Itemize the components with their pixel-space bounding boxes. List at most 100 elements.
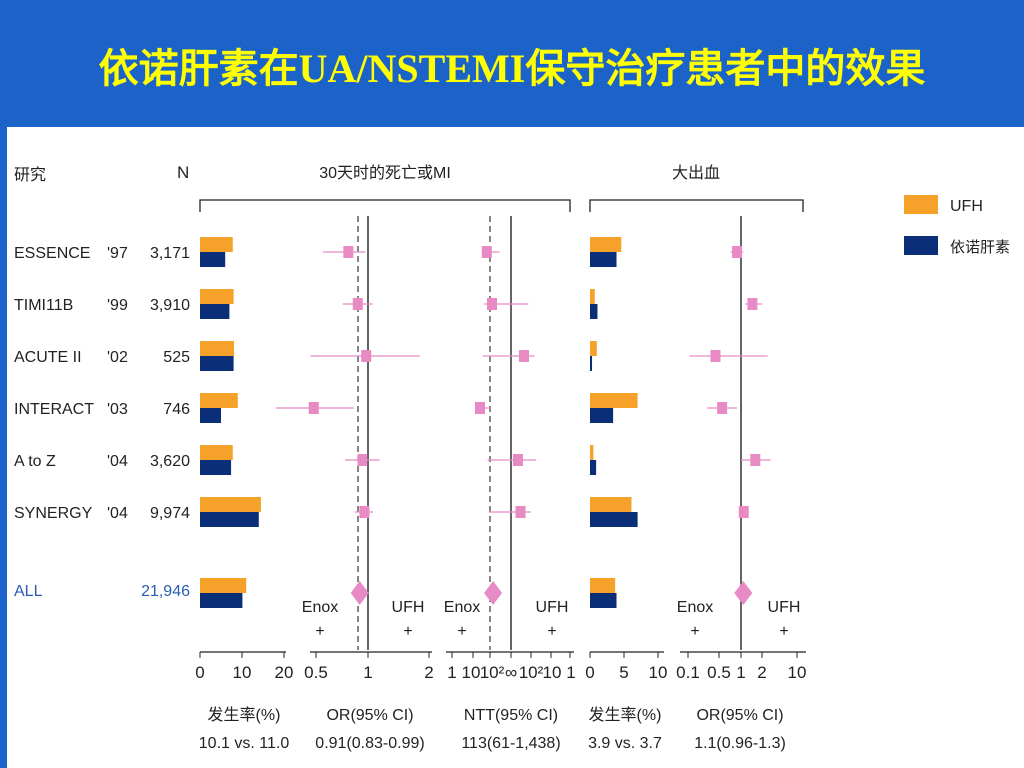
study-year: '03 [107, 401, 128, 418]
title-bar: 依诺肝素在UA/NSTEMI保守治疗患者中的效果 [0, 0, 1024, 127]
favor-left-sign: + [690, 623, 699, 640]
axis-tick-label: 0 [585, 663, 594, 682]
study-name: ESSENCE [14, 245, 90, 262]
bleed-ufh-bar [590, 289, 595, 304]
death-mi-ufh-bar [200, 497, 261, 512]
all-n: 21,946 [141, 583, 190, 600]
bleed-ufh-bar [590, 497, 632, 512]
study-row-1: TIMI11B '99 3,910 [14, 297, 190, 314]
legend-swatch-ufh [904, 195, 938, 214]
axis-tick-label: 10 [649, 663, 668, 682]
ntt-point [487, 298, 497, 310]
axis-tick-label: 2 [757, 663, 766, 682]
axis-title: 发生率(%) [208, 706, 281, 724]
favor-left-label: Enox [302, 599, 338, 616]
bleed-ufh-bar [590, 237, 622, 252]
panel-summary: 10.1 vs. 11.0 [199, 735, 290, 752]
panel-summary: 113(61-1,438) [461, 735, 560, 752]
study-name: INTERACT [14, 401, 94, 418]
death-mi-enox-bar [200, 356, 234, 371]
axis-tick-label: 10 [462, 663, 481, 682]
study-year: '02 [107, 349, 128, 366]
study-n: 525 [163, 349, 190, 366]
study-row-4: A to Z '04 3,620 [14, 453, 190, 470]
header-n: N [177, 163, 189, 182]
study-row-all: ALL 21,946 [14, 583, 190, 600]
all-death-mi-enox-bar [200, 593, 243, 608]
favor-right-label: UFH [536, 599, 569, 616]
header-study: 研究 [14, 166, 46, 184]
favor-right-sign: + [547, 623, 556, 640]
favor-left-sign: + [457, 623, 466, 640]
bracket-death-mi [199, 199, 571, 212]
study-name: SYNERGY [14, 505, 93, 522]
all-or2-diamond [734, 581, 753, 605]
favor-left-sign: + [315, 623, 324, 640]
study-n: 3,171 [150, 245, 190, 262]
axis-tick-label: 0.5 [707, 663, 731, 682]
panel-summary: 1.1(0.96-1.3) [694, 735, 786, 752]
all-bleed-ufh-bar [590, 578, 616, 593]
or1-point [361, 350, 372, 362]
or2-point [717, 402, 728, 414]
bracket-bleeding [589, 199, 804, 212]
favor-left-label: Enox [444, 599, 480, 616]
bleed-ufh-bar [590, 445, 594, 460]
study-n: 9,974 [150, 505, 190, 522]
axis-tick-label: 2 [424, 663, 433, 682]
bleed-enox-bar [590, 356, 593, 371]
or2-point [710, 350, 721, 362]
axis-tick-label: 1 [736, 663, 745, 682]
legend-label-ufh: UFH [950, 198, 983, 215]
or2-point [750, 454, 761, 466]
axis-tick-label: 10² [480, 663, 505, 682]
or2-point [738, 506, 749, 518]
axis-tick-label: 1 [447, 663, 456, 682]
or1-point [357, 454, 368, 466]
axis-tick-label: 5 [619, 663, 628, 682]
study-name: A to Z [14, 453, 56, 470]
ntt-point [515, 506, 526, 518]
axis-tick-label: 10 [788, 663, 807, 682]
death-mi-enox-bar [200, 512, 259, 527]
axis-title: 发生率(%) [589, 706, 662, 724]
death-mi-ufh-bar [200, 341, 235, 356]
bleed-enox-bar [590, 460, 597, 475]
axis-tick-label: 0.5 [304, 663, 328, 682]
death-mi-ufh-bar [200, 289, 234, 304]
legend-swatch-enox [904, 236, 938, 255]
axis-tick-label: 0.1 [676, 663, 700, 682]
study-year: '04 [107, 505, 128, 522]
bleed-ufh-bar [590, 341, 597, 356]
favor-left-label: Enox [677, 599, 713, 616]
or2-point [732, 246, 743, 258]
axis-rate2: 0 5 10 发生率(%) 3.9 vs. 3.7 [585, 651, 668, 752]
axis-tick-label: ∞ [505, 663, 517, 682]
favor-right-label: UFH [768, 599, 801, 616]
or1-point [308, 402, 319, 414]
study-row-2: ACUTE II '02 525 [14, 349, 190, 366]
study-row-0: ESSENCE '97 3,171 [14, 245, 190, 262]
axis-tick-label: 10 [233, 663, 252, 682]
panel-summary: 3.9 vs. 3.7 [588, 735, 662, 752]
bleed-enox-bar [590, 252, 617, 267]
death-mi-ufh-bar [200, 237, 233, 252]
or1-point [352, 298, 363, 310]
death-mi-enox-bar [200, 460, 232, 475]
axis-tick-label: 10² [519, 663, 544, 682]
study-n: 746 [163, 401, 190, 418]
axis-tick-label: 1 [363, 663, 372, 682]
bleed-enox-bar [590, 304, 598, 319]
study-row-3: INTERACT '03 746 [14, 401, 190, 418]
chart-marks [200, 237, 771, 608]
legend-label-enox: 依诺肝素 [950, 239, 1010, 256]
axis-or2: 0.1 0.5 1 2 10 OR(95% CI) 1.1(0.96-1.3) … [676, 599, 806, 752]
axis-tick-label: 0 [195, 663, 204, 682]
favor-right-label: UFH [392, 599, 425, 616]
bleed-enox-bar [590, 408, 614, 423]
forest-plot-chart: 研究 N 30天时的死亡或MI 大出血 UFH 依诺肝素 ESSENCE '97… [14, 163, 1010, 752]
or1-point [343, 246, 354, 258]
ntt-point [512, 454, 523, 466]
study-name: ACUTE II [14, 349, 82, 366]
axis-tick-label: 1 [566, 663, 575, 682]
